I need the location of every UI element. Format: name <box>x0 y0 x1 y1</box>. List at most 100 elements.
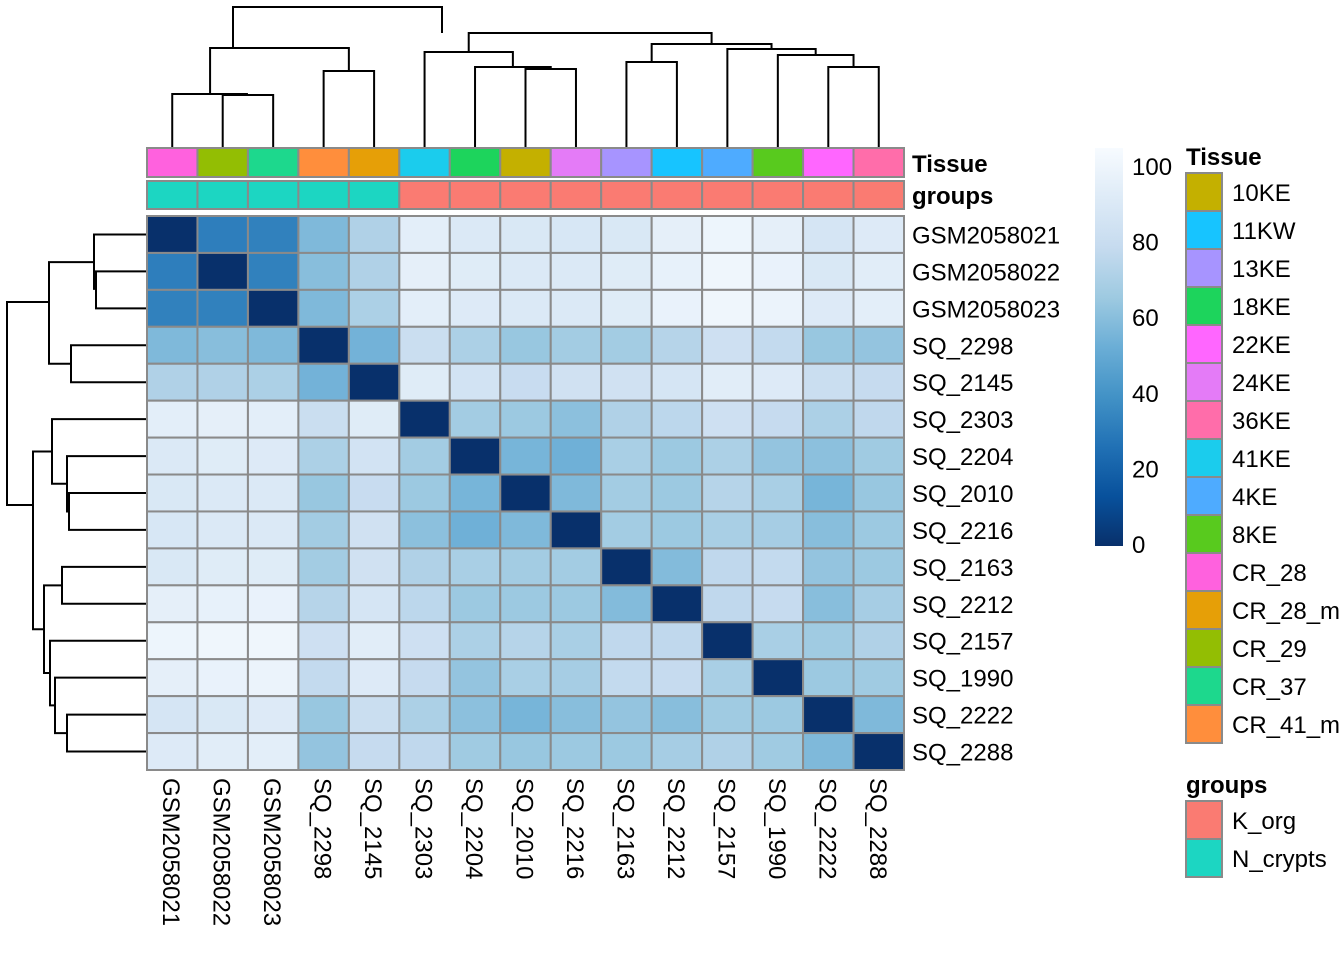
heatmap-cell <box>246 362 300 402</box>
heatmap-cell <box>448 251 502 291</box>
heatmap-cell <box>650 325 704 365</box>
heatmap-cell <box>751 399 805 439</box>
heatmap-cell <box>448 658 502 698</box>
heatmap-cell <box>650 732 704 771</box>
heatmap-cell <box>398 325 451 365</box>
heatmap-cell <box>448 436 502 476</box>
group-annotation-cell <box>448 180 502 210</box>
legend-swatch <box>1185 476 1223 516</box>
dendrogram-branch <box>474 66 552 147</box>
heatmap-cell <box>802 436 855 476</box>
legend-swatch <box>1185 552 1223 592</box>
heatmap-cell <box>499 732 552 771</box>
heatmap-cell <box>146 325 199 365</box>
heatmap-cell <box>146 510 199 550</box>
legend-label: 4KE <box>1232 484 1277 511</box>
heatmap-cell <box>297 473 350 513</box>
heatmap-cell <box>347 362 401 402</box>
heatmap-cell <box>802 288 855 328</box>
heatmap-cell <box>751 325 805 365</box>
heatmap-cell <box>146 215 199 254</box>
heatmap-cell <box>398 695 451 735</box>
column-label: SQ_2010 <box>511 778 538 879</box>
tissue-annotation-cell <box>852 147 905 178</box>
heatmap-cell <box>600 621 653 661</box>
heatmap-cell <box>398 621 451 661</box>
group-annotation-cell <box>549 180 603 210</box>
heatmap-cell <box>650 547 704 587</box>
heatmap-cell <box>246 473 300 513</box>
tissue-annotation-cell <box>297 147 350 178</box>
heatmap-cell <box>600 658 653 698</box>
row-label: SQ_1990 <box>912 666 1013 693</box>
dendrogram-branch <box>221 94 275 147</box>
heatmap-cell <box>196 362 249 402</box>
heatmap-cell <box>549 288 603 328</box>
heatmap-cell <box>196 584 249 624</box>
group-annotation-cell <box>347 180 401 210</box>
annotation-label-tissue: Tissue <box>912 151 988 178</box>
heatmap-cell <box>802 251 855 291</box>
group-annotation-cell <box>146 180 199 210</box>
row-label: SQ_2298 <box>912 333 1013 360</box>
heatmap-cell <box>246 621 300 661</box>
heatmap-cell <box>701 658 754 698</box>
dendrogram-branch <box>209 47 350 94</box>
tissue-annotation-cell <box>600 147 653 178</box>
heatmap-cell <box>802 510 855 550</box>
row-label: SQ_2145 <box>912 370 1013 397</box>
heatmap-cell <box>600 215 653 254</box>
heatmap-cell <box>499 436 552 476</box>
heatmap-cell <box>549 547 603 587</box>
tissue-annotation-cell <box>751 147 805 178</box>
heatmap-cell <box>347 436 401 476</box>
heatmap-cell <box>297 436 350 476</box>
row-label: GSM2058021 <box>912 222 1060 249</box>
heatmap-cell <box>600 510 653 550</box>
heatmap-cell <box>146 547 199 587</box>
legend-swatch <box>1185 800 1223 840</box>
heatmap-cell <box>448 288 502 328</box>
heatmap-cell <box>802 215 855 254</box>
heatmap-cell <box>802 362 855 402</box>
heatmap-cell <box>246 215 300 254</box>
dendrogram-branch <box>66 455 146 513</box>
tissue-annotation-cell <box>499 147 552 178</box>
heatmap-cell <box>751 473 805 513</box>
heatmap-cell <box>549 325 603 365</box>
legend-label: 10KE <box>1232 180 1291 207</box>
column-label: SQ_2303 <box>410 778 437 879</box>
annotation-label-groups: groups <box>912 183 993 210</box>
row-label: SQ_2222 <box>912 703 1013 730</box>
heatmap-cell <box>499 325 552 365</box>
row-label: SQ_2010 <box>912 481 1013 508</box>
heatmap-cell <box>499 584 552 624</box>
heatmap-cell <box>297 288 350 328</box>
legend-label: 22KE <box>1232 332 1291 359</box>
tissue-annotation-cell <box>146 147 199 178</box>
legend-label: 41KE <box>1232 446 1291 473</box>
heatmap-cell <box>802 584 855 624</box>
dendrogram-branch <box>32 450 52 631</box>
group-annotation-cell <box>701 180 754 210</box>
legend-label: 11KW <box>1232 218 1296 245</box>
heatmap-cell <box>600 436 653 476</box>
heatmap-cell <box>347 325 401 365</box>
heatmap-cell <box>751 362 805 402</box>
tissue-annotation-cell <box>246 147 300 178</box>
heatmap-cell <box>600 473 653 513</box>
heatmap-cell <box>499 658 552 698</box>
legend-label: N_crypts <box>1232 846 1327 873</box>
heatmap-cell <box>246 547 300 587</box>
heatmap-cell <box>499 510 552 550</box>
heatmap-cell <box>701 251 754 291</box>
annotation-legend: Tissue 10KE 11KW 13KE 18KE 22KE 24KE 36KE 41KE 4K… <box>1185 144 1340 878</box>
heatmap-cell <box>852 695 905 735</box>
tissue-annotation-cell <box>196 147 249 178</box>
group-annotation-cell <box>297 180 350 210</box>
legend-label: K_org <box>1232 808 1296 835</box>
heatmap-cell <box>196 215 249 254</box>
dendrogram-branch <box>524 68 577 147</box>
heatmap-cell <box>196 399 249 439</box>
